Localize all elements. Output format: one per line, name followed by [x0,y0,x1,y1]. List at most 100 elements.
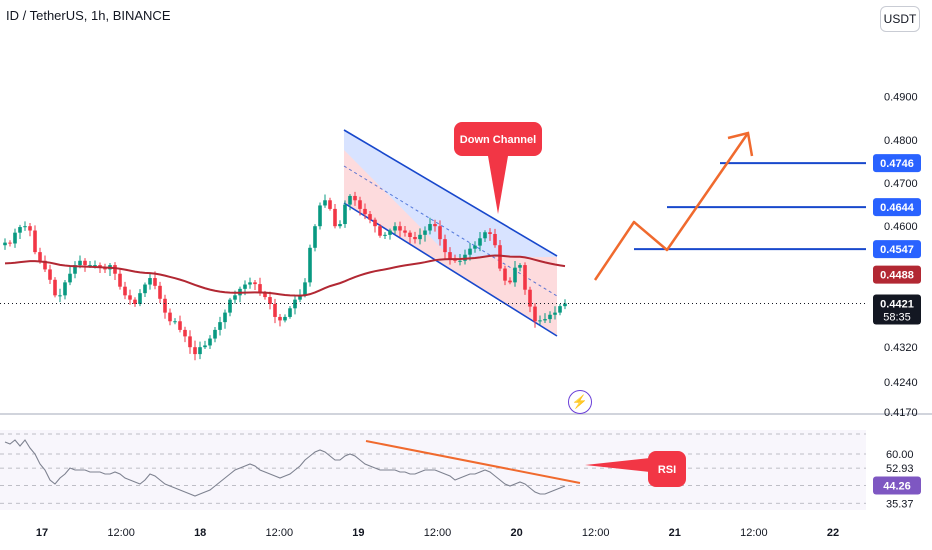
price-axis: 0.49000.48000.47000.46000.45000.43200.42… [873,92,921,419]
candle-body [403,230,407,233]
rsi-current-label: 44.26 [883,480,911,492]
price-tag-label: 0.4421 [880,299,914,311]
time-tick-label: 12:00 [582,527,610,539]
candle-body [198,347,202,355]
candle-body [333,208,337,227]
time-tick-label: 12:00 [424,527,452,539]
candle-body [478,238,482,246]
candle-body [413,236,417,240]
candle-body [513,267,517,283]
rsi-tick-label: 52.93 [886,463,914,475]
time-tick-label: 18 [194,527,206,539]
candle-body [173,321,177,323]
candle-body [158,285,162,299]
candle-body [123,286,127,296]
candle-body [373,219,377,227]
down-channel-label: Down Channel [460,134,536,146]
rsi-line [4,439,566,497]
price-tick-label: 0.4700 [884,178,918,190]
candle-body [553,312,557,315]
candle-body [58,295,62,297]
candle-body [458,260,462,262]
candle-body [308,247,312,283]
candle-body [363,208,367,215]
candle-body [138,293,142,304]
candle-body [463,254,467,261]
candle-body [528,289,532,307]
candle-body [353,195,357,201]
candle-body [113,265,117,274]
candle-body [493,233,497,246]
candle-body [133,299,137,304]
candle-body [318,205,322,227]
candle-body [343,204,347,225]
candle-body [438,226,442,240]
rsi-panel: 60.00 52.93 35.37 44.26 RSI [0,433,921,510]
rsi-callout-label: RSI [658,464,676,476]
candle-body [163,298,167,313]
candle-body [258,284,262,293]
countdown-label: 58:35 [883,312,911,324]
time-tick-label: 17 [36,527,48,539]
candle-body [278,316,282,321]
price-tick-label: 0.4320 [884,342,918,354]
down-channel-callout [454,122,542,156]
price-tick-label: 0.4170 [884,407,918,419]
candle-body [423,230,427,235]
flash-icon[interactable]: ⚡ [568,390,592,414]
rsi-tick-label: 35.37 [886,498,914,510]
rsi-callout-pointer [585,458,650,472]
candle-body [48,269,52,280]
candle-body [488,232,492,234]
candle-body [218,322,222,330]
candle-body [148,278,152,285]
candle-body [43,260,47,270]
candle-body [233,295,237,300]
candle-body [193,347,197,355]
candle-body [248,282,252,285]
channel-top-line [343,129,558,257]
candle-body [213,329,217,339]
channel-lower-fill [344,150,557,336]
candle-body [18,227,22,233]
chart-title: ID / TetherUS, 1h, BINANCE [6,8,171,23]
candle-body [128,295,132,300]
candle-body [3,242,7,246]
price-tick-label: 0.4800 [884,135,918,147]
candle-body [563,303,567,307]
candle-body [68,273,72,283]
candle-body [183,329,187,337]
price-tag-label: 0.4488 [880,270,914,282]
candle-body [523,265,527,290]
candle-body [293,299,297,309]
candle-body [143,284,147,294]
candle-body [303,282,307,296]
rsi-callout [648,451,686,487]
price-tick-label: 0.4600 [884,221,918,233]
down-channel [343,129,558,337]
candle-body [13,232,17,244]
candle-body [533,306,537,322]
time-tick-label: 21 [669,527,681,539]
candle-body [378,226,382,236]
rsi-tick-label: 60.00 [886,449,914,461]
rsi-current-tag [873,476,921,495]
price-tag-label: 0.4644 [880,202,915,214]
candle-body [93,265,97,267]
time-tick-label: 12:00 [266,527,294,539]
price-tick-label: 0.4900 [884,92,918,104]
candle-body [8,242,12,244]
candle-body [418,234,422,240]
candle-body [358,200,362,209]
time-tick-label: 12:00 [107,527,135,539]
price-tag [873,265,921,284]
candle-body [548,314,552,320]
candle-body [498,245,502,269]
price-tag [873,294,921,325]
currency-selector[interactable]: USDT [880,6,920,32]
candle-body [88,265,92,267]
candle-body [118,273,122,287]
candle-body [518,265,522,268]
candle-body [273,303,277,317]
